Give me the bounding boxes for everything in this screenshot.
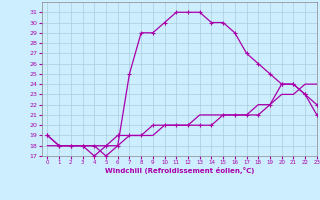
X-axis label: Windchill (Refroidissement éolien,°C): Windchill (Refroidissement éolien,°C) [105,167,254,174]
